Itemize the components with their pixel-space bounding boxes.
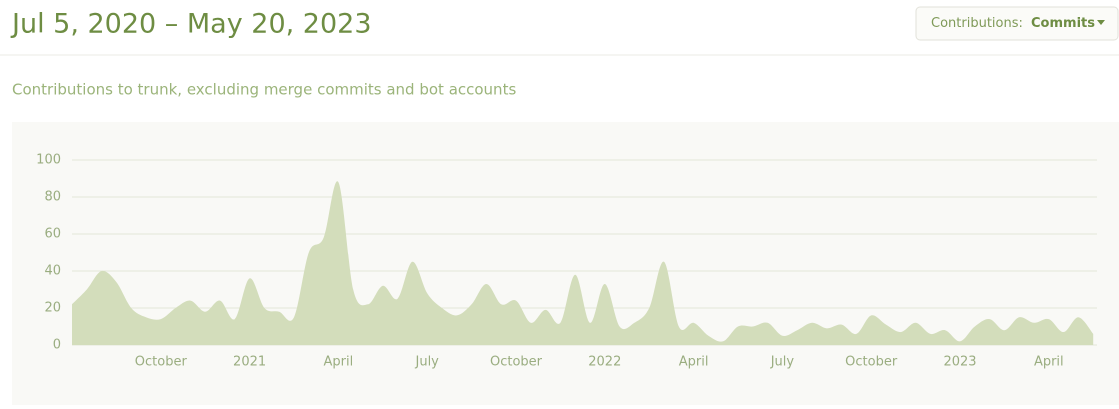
button-label[interactable]: Contributions:	[931, 16, 1023, 31]
caret[interactable]	[1097, 20, 1105, 25]
x-tick-label: October	[135, 355, 188, 370]
y-tick-label: 0	[53, 338, 61, 353]
x-tick-label: October	[845, 355, 898, 370]
subtitle: Contributions to trunk, excluding merge …	[12, 81, 516, 99]
x-tick-label: April	[324, 355, 354, 370]
x-tick-label: July	[770, 355, 795, 370]
y-tick-label: 20	[44, 301, 61, 316]
title: Jul 5, 2020 – May 20, 2023	[10, 9, 372, 40]
y-tick-label: 80	[44, 190, 61, 205]
x-tick-label: April	[1034, 355, 1064, 370]
x-tick-label: 2022	[588, 355, 621, 370]
y-tick-label: 60	[44, 227, 61, 242]
y-tick-label: 100	[36, 153, 61, 168]
button-frame[interactable]	[915, 6, 1119, 41]
y-tick-label: 40	[44, 264, 61, 279]
button-value[interactable]: Commits	[1031, 16, 1095, 31]
x-tick-label: 2023	[943, 355, 976, 370]
x-tick-label: July	[415, 355, 440, 370]
x-tick-label: April	[679, 355, 709, 370]
area	[72, 181, 1094, 345]
contributions-button[interactable]: Contributions: Commits	[915, 6, 1119, 41]
x-tick-label: October	[490, 355, 543, 370]
x-tick-label: 2021	[233, 355, 266, 370]
chart-panel	[12, 122, 1119, 405]
